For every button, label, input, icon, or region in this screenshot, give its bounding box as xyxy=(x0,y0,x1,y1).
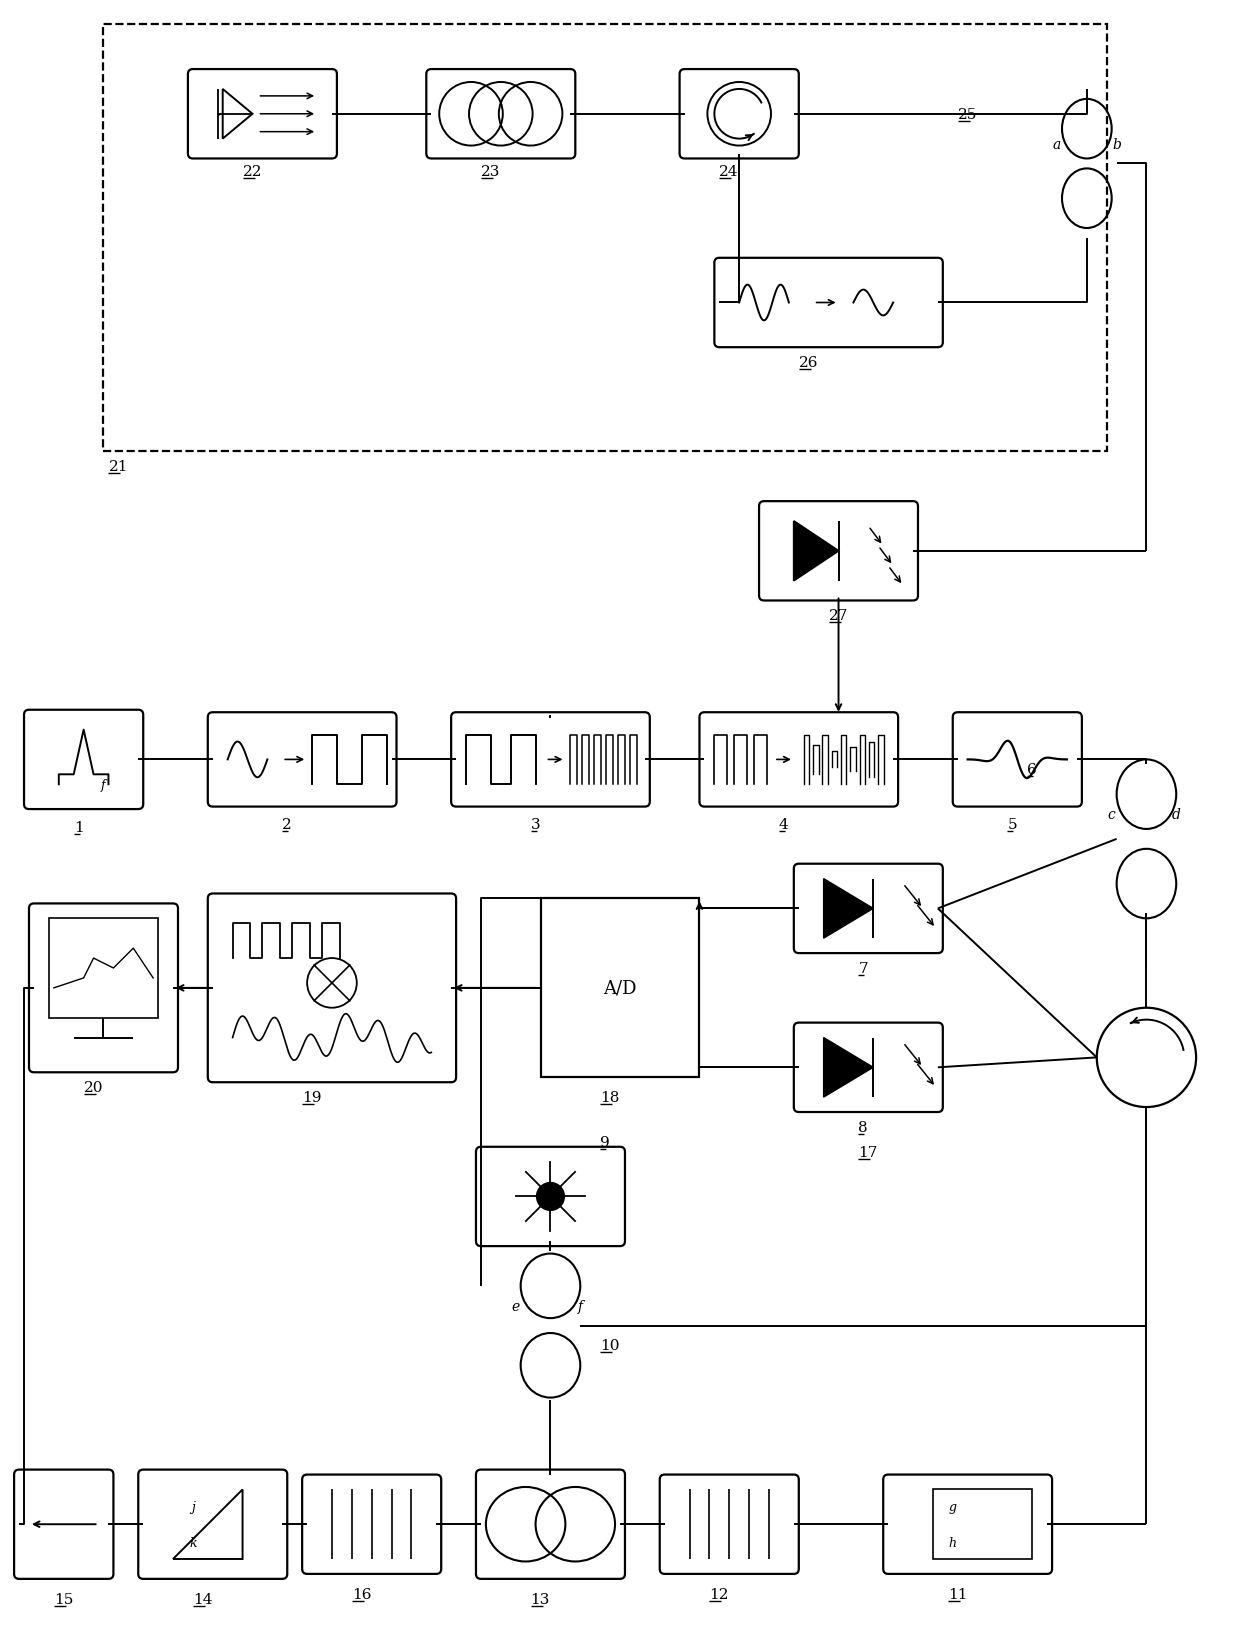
Text: 10: 10 xyxy=(600,1339,620,1352)
Text: 16: 16 xyxy=(352,1587,371,1601)
Text: 6: 6 xyxy=(1027,762,1037,777)
Text: h: h xyxy=(949,1536,957,1549)
FancyBboxPatch shape xyxy=(660,1475,799,1573)
FancyBboxPatch shape xyxy=(29,903,179,1072)
Text: 13: 13 xyxy=(531,1591,551,1606)
FancyBboxPatch shape xyxy=(427,70,575,159)
Text: k: k xyxy=(188,1536,197,1549)
Text: A/D: A/D xyxy=(603,978,637,997)
FancyBboxPatch shape xyxy=(794,1023,942,1113)
Text: c: c xyxy=(1107,808,1116,821)
FancyBboxPatch shape xyxy=(14,1470,113,1578)
Bar xyxy=(541,898,699,1077)
Text: a: a xyxy=(1053,138,1061,151)
Text: j: j xyxy=(191,1500,195,1513)
FancyBboxPatch shape xyxy=(208,893,456,1082)
Polygon shape xyxy=(823,879,873,939)
Text: 23: 23 xyxy=(481,166,500,179)
Text: b: b xyxy=(1112,138,1121,151)
Text: 18: 18 xyxy=(600,1090,620,1105)
Text: 17: 17 xyxy=(858,1146,878,1159)
Circle shape xyxy=(537,1183,564,1211)
Text: 11: 11 xyxy=(947,1587,967,1601)
Text: 15: 15 xyxy=(53,1591,73,1606)
Text: 1: 1 xyxy=(73,821,83,834)
FancyBboxPatch shape xyxy=(208,713,397,806)
Text: f: f xyxy=(578,1300,583,1313)
Text: 8: 8 xyxy=(858,1119,868,1134)
Polygon shape xyxy=(794,521,838,582)
Bar xyxy=(932,1490,1032,1559)
FancyBboxPatch shape xyxy=(680,70,799,159)
Text: 5: 5 xyxy=(1007,818,1017,831)
Text: g: g xyxy=(949,1500,957,1513)
Text: 21: 21 xyxy=(108,461,128,474)
Text: 27: 27 xyxy=(828,610,848,623)
Text: 12: 12 xyxy=(709,1587,729,1601)
Text: 2: 2 xyxy=(283,818,293,831)
Text: 20: 20 xyxy=(83,1080,103,1095)
FancyBboxPatch shape xyxy=(952,713,1081,806)
FancyBboxPatch shape xyxy=(138,1470,288,1578)
Text: 26: 26 xyxy=(799,356,818,370)
FancyBboxPatch shape xyxy=(303,1475,441,1573)
Bar xyxy=(103,25,1107,452)
FancyBboxPatch shape xyxy=(476,1470,625,1578)
FancyBboxPatch shape xyxy=(883,1475,1052,1573)
Text: 14: 14 xyxy=(193,1591,212,1606)
FancyBboxPatch shape xyxy=(794,864,942,954)
FancyBboxPatch shape xyxy=(476,1147,625,1246)
Text: e: e xyxy=(512,1300,520,1313)
Text: 4: 4 xyxy=(779,818,789,831)
Text: 24: 24 xyxy=(719,166,739,179)
FancyBboxPatch shape xyxy=(714,259,942,347)
FancyBboxPatch shape xyxy=(188,70,337,159)
Polygon shape xyxy=(823,1037,873,1098)
FancyBboxPatch shape xyxy=(24,710,144,810)
FancyBboxPatch shape xyxy=(451,713,650,806)
Bar xyxy=(48,919,159,1018)
Text: 22: 22 xyxy=(243,166,262,179)
Text: 25: 25 xyxy=(957,108,977,121)
Text: 19: 19 xyxy=(303,1090,321,1105)
FancyBboxPatch shape xyxy=(759,502,918,602)
Text: f: f xyxy=(102,779,105,792)
Text: 3: 3 xyxy=(531,818,541,831)
Text: 9: 9 xyxy=(600,1136,610,1149)
Text: 7: 7 xyxy=(858,962,868,975)
Text: d: d xyxy=(1172,808,1180,821)
FancyBboxPatch shape xyxy=(699,713,898,806)
